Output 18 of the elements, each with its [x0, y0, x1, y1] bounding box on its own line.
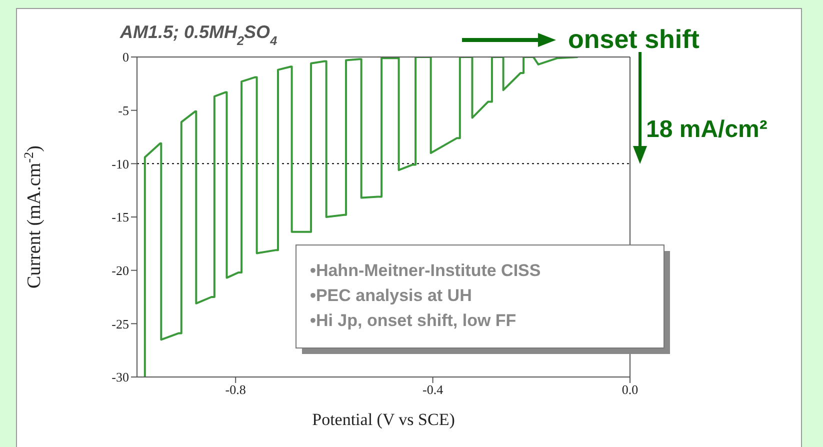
x-axis-title: Potential (V vs SCE) — [312, 410, 455, 429]
y-tick-label: -15 — [112, 210, 129, 225]
x-tick-label: -0.8 — [225, 382, 246, 398]
y-tick-label: -20 — [112, 262, 129, 278]
y-tick-label: -5 — [118, 102, 129, 118]
y-tick-label: -10 — [112, 156, 129, 172]
chart-title: AM1.5; 0.5MH$_{2}$SO$_{4}$ — [119, 22, 278, 48]
text: 18 mA/cm² — [646, 116, 768, 143]
x-tick-label: 0.0 — [622, 382, 638, 398]
annotation: •Hi Jp, onset shift, low FF — [310, 311, 516, 330]
y-tick-label: 0 — [122, 50, 129, 65]
annotation: •PEC analysis at UH — [310, 286, 472, 305]
x-tick-label: -0.4 — [422, 382, 444, 398]
text: onset shift — [568, 24, 700, 54]
y-tick-label: -30 — [112, 370, 129, 385]
annotation: •Hahn-Meitner-Institute CISS — [310, 261, 541, 280]
line-series — [144, 57, 579, 377]
y-tick-label: -25 — [112, 316, 129, 332]
